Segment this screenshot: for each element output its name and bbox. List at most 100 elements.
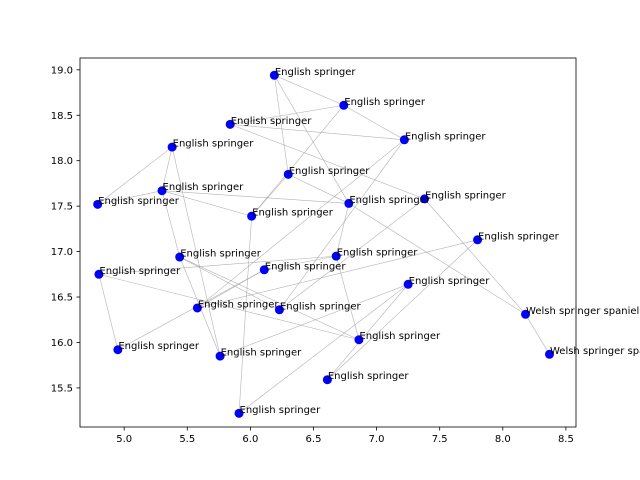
data-point — [234, 408, 244, 418]
data-point — [93, 199, 103, 209]
data-point — [167, 142, 177, 152]
edge-line — [230, 124, 405, 141]
edge-line — [219, 284, 409, 357]
y-tick-label: 18.5 — [51, 111, 73, 122]
data-point-label: English springer — [328, 371, 410, 382]
edge-line — [279, 198, 425, 310]
data-point-label: English springer — [240, 405, 322, 416]
data-point-label: English springer — [99, 266, 181, 277]
edge-line — [230, 104, 344, 125]
edge-line — [335, 203, 350, 257]
edges-layer — [97, 74, 550, 414]
data-point — [259, 265, 269, 275]
data-point — [322, 375, 332, 385]
data-point-label: English springer — [173, 139, 255, 150]
data-point — [521, 309, 531, 319]
y-tick-label: 17.0 — [51, 247, 73, 258]
axes-frame — [79, 57, 577, 428]
data-point — [339, 100, 349, 110]
x-tick-label: 8.0 — [495, 434, 511, 445]
edge-line — [179, 256, 280, 311]
data-point-label: English springer — [98, 196, 180, 207]
edge-line — [424, 198, 526, 315]
data-point — [225, 119, 235, 129]
edge-line — [97, 190, 163, 205]
edge-line — [197, 239, 478, 309]
y-tick-label: 17.5 — [51, 202, 73, 213]
data-point-label: English springer — [252, 208, 334, 219]
edge-line — [161, 147, 173, 191]
edge-line — [230, 124, 425, 200]
edge-line — [238, 284, 409, 414]
edge-line — [161, 190, 180, 258]
y-tick-label: 18.0 — [51, 156, 73, 167]
edge-line — [117, 269, 265, 351]
data-point — [157, 186, 167, 196]
edge-line — [274, 75, 289, 175]
data-point-label: English springer — [289, 166, 371, 177]
data-point — [354, 335, 364, 345]
data-point-label: English springer — [118, 341, 200, 352]
x-tick-label: 6.5 — [306, 434, 322, 445]
points-layer — [93, 70, 554, 418]
edge-line — [327, 239, 478, 380]
data-point — [544, 349, 554, 359]
edge-line — [97, 146, 173, 205]
edge-line — [171, 147, 221, 357]
data-point — [331, 251, 341, 261]
edge-line — [162, 190, 349, 204]
data-point-label: English springer — [221, 348, 303, 359]
edge-line — [98, 255, 337, 275]
x-axis: 5.0 5.5 6.0 6.5 7.0 7.5 8.0 8.5 — [116, 427, 574, 445]
y-tick-label: 16.5 — [51, 293, 73, 304]
data-point-label: English springer — [265, 261, 347, 272]
edge-line — [161, 190, 252, 217]
x-tick-label: 7.5 — [432, 434, 448, 445]
x-tick-label: 8.5 — [558, 434, 574, 445]
data-point — [269, 70, 279, 80]
data-point — [344, 198, 354, 208]
data-point-label: English springer — [405, 131, 487, 142]
edge-line — [251, 105, 345, 217]
data-point-label: English springer — [275, 67, 357, 78]
data-point-label: English springer — [478, 231, 560, 242]
data-point-label: English springer — [337, 248, 419, 259]
data-point — [215, 351, 225, 361]
data-point-label: English springer — [280, 301, 362, 312]
edge-line — [343, 105, 405, 141]
data-point — [175, 252, 185, 262]
data-point-label: English springer — [349, 195, 431, 206]
data-point — [420, 194, 430, 204]
edge-line — [288, 174, 349, 204]
y-tick-label: 16.0 — [51, 338, 73, 349]
data-point-label: Welsh springer spaniel — [526, 306, 639, 317]
edge-line — [98, 274, 359, 341]
data-point-label: English springer — [198, 299, 280, 310]
x-tick-label: 6.0 — [242, 434, 258, 445]
data-point-label: English springer — [359, 331, 441, 342]
data-point-label: Welsh springer spaniel — [550, 346, 640, 357]
x-tick-label: 7.0 — [369, 434, 385, 445]
data-point-label: English springer — [231, 116, 313, 127]
edge-line — [335, 256, 360, 340]
data-point-label: English springer — [180, 249, 262, 260]
y-axis: 15.5 16.0 16.5 17.0 17.5 18.0 18.5 19.0 — [51, 65, 80, 394]
edge-line — [98, 274, 119, 350]
edge-line — [264, 255, 337, 271]
data-point-label: English springer — [425, 190, 507, 201]
data-point — [113, 345, 123, 355]
edge-line — [179, 256, 360, 341]
data-point — [274, 305, 284, 315]
edge-line — [348, 203, 526, 315]
data-point — [399, 135, 409, 145]
edge-line — [197, 139, 405, 309]
edge-line — [274, 74, 344, 106]
y-tick-label: 15.5 — [51, 383, 73, 394]
data-point-label: English springer — [163, 182, 245, 193]
edge-line — [274, 75, 350, 204]
data-point — [94, 269, 104, 279]
data-point — [192, 303, 202, 313]
y-tick-label: 19.0 — [51, 65, 73, 76]
